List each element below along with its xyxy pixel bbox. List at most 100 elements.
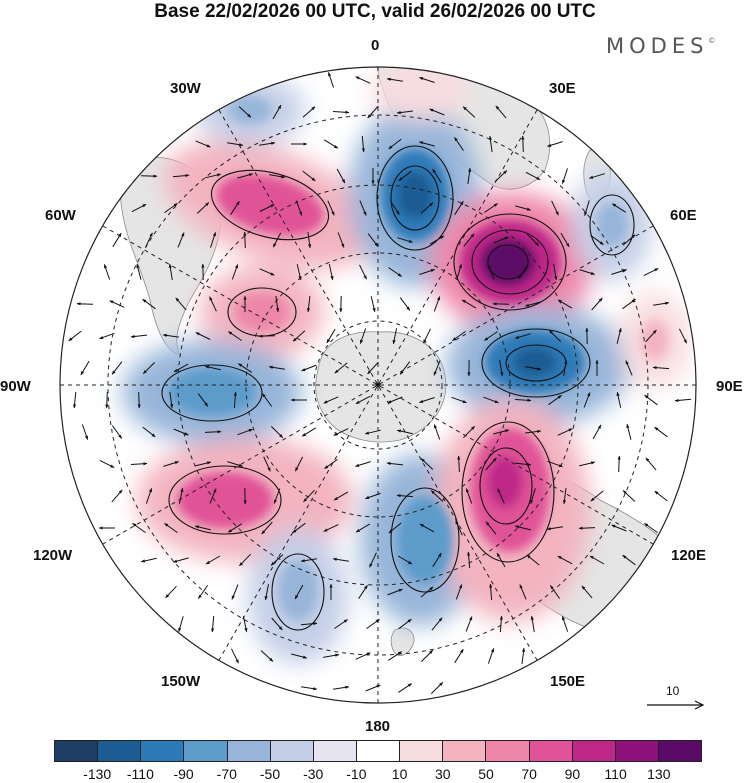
longitude-label: 120W: [33, 547, 73, 564]
wind-arrow: [273, 488, 281, 504]
longitude-label: 60W: [45, 207, 76, 224]
colorbar-swatch: [615, 741, 659, 761]
longitude-label: 90W: [0, 378, 31, 395]
wind-arrow: [454, 648, 464, 664]
colorbar: [54, 740, 702, 762]
wind-arrow: [359, 200, 367, 216]
wind-arrow: [237, 428, 253, 436]
anomaly-core: [397, 171, 433, 219]
wind-arrow: [526, 554, 540, 566]
wind-arrow: [145, 232, 153, 248]
wind-arrow: [367, 233, 379, 247]
wind-arrow: [292, 330, 306, 342]
wind-arrow: [292, 522, 306, 534]
wind-arrow: [168, 263, 173, 280]
wind-arrow: [209, 488, 217, 504]
wind-arrow: [463, 233, 475, 247]
meridian-line: [102, 225, 654, 545]
wind-arrow: [194, 525, 211, 531]
wind-arrow: [514, 525, 531, 531]
wind-arrow: [145, 488, 153, 504]
wind-arrow: [242, 616, 248, 633]
polar-stereographic-map: [59, 66, 697, 704]
wind-arrow: [142, 426, 156, 438]
wind-arrow: [419, 269, 435, 275]
wind-arrow: [231, 264, 239, 280]
meridian-line: [218, 109, 538, 661]
wind-arrow: [302, 106, 316, 118]
colorbar-labels: -130 -110 -90 -70 -50 -30 -10 10 30 50 70 90 110 130: [0, 766, 750, 783]
contour-line: [210, 169, 330, 241]
wind-arrow: [237, 173, 254, 179]
wind-arrow: [328, 264, 334, 281]
wind-arrow: [525, 429, 542, 434]
wind-arrow: [275, 296, 280, 313]
wind-arrow: [271, 617, 283, 631]
wind-arrow: [420, 586, 434, 598]
wind-arrow: [172, 173, 190, 178]
wind-arrow: [163, 461, 179, 467]
wind-arrow: [301, 364, 317, 372]
wind-arrow: [109, 300, 125, 308]
wind-arrow: [525, 366, 542, 371]
wind-arrow: [162, 333, 179, 338]
wind-arrow: [81, 424, 89, 440]
wind-arrow: [419, 397, 435, 403]
wind-arrow: [228, 331, 242, 341]
wind-arrow: [465, 488, 473, 504]
wind-arrow: [259, 268, 275, 276]
wind-arrow: [76, 302, 94, 306]
wind-arrow: [99, 332, 115, 340]
wind-arrow: [230, 200, 240, 215]
wind-arrow: [364, 429, 381, 435]
wind-arrow: [548, 394, 562, 406]
colorbar-swatch: [98, 741, 142, 761]
wind-arrow: [261, 521, 273, 535]
wind-arrow: [396, 494, 414, 498]
wind-arrow: [68, 330, 82, 342]
wind-arrow: [499, 360, 504, 377]
wind-arrow: [530, 615, 535, 632]
wind-arrow: [521, 135, 525, 153]
wind-arrow: [197, 393, 209, 407]
wind-arrow: [583, 392, 591, 408]
wind-arrow: [386, 77, 403, 82]
wind-arrow: [622, 234, 636, 246]
wind-arrow: [386, 461, 404, 466]
wind-arrow: [493, 236, 509, 244]
brand-name: MODES: [606, 34, 709, 58]
wind-arrow: [674, 398, 692, 403]
wind-arrow: [526, 234, 540, 246]
contour-line: [589, 194, 635, 256]
wind-arrow: [515, 462, 532, 467]
wind-arrow: [367, 105, 379, 119]
wind-arrow: [396, 110, 413, 115]
wind-arrow: [334, 362, 348, 374]
wind-arrow: [611, 269, 627, 275]
graticule: [60, 67, 696, 703]
wind-arrow: [177, 232, 185, 248]
wind-arrow: [514, 398, 532, 402]
contour-line: [390, 487, 460, 593]
anomaly-core: [278, 560, 318, 620]
colorbar-swatch: [141, 741, 185, 761]
wind-arrow: [521, 647, 526, 664]
wind-arrow: [557, 428, 573, 436]
anomaly-core: [234, 292, 290, 332]
wind-arrow: [452, 330, 466, 342]
wind-arrow: [590, 490, 604, 502]
colorbar-swatch: [658, 741, 702, 761]
wind-arrow: [654, 426, 668, 438]
wind-arrow: [645, 329, 657, 343]
contour-line: [271, 553, 325, 631]
wind-arrow: [333, 685, 350, 690]
wind-arrow: [461, 299, 477, 309]
wind-arrow: [291, 653, 308, 659]
wind-arrow: [105, 391, 109, 409]
wind-arrow: [258, 334, 276, 338]
wind-arrow: [433, 424, 441, 440]
wind-arrow: [327, 200, 335, 216]
wind-arrow: [359, 328, 367, 344]
wind-arrow: [326, 328, 336, 344]
wind-arrow: [295, 200, 303, 216]
